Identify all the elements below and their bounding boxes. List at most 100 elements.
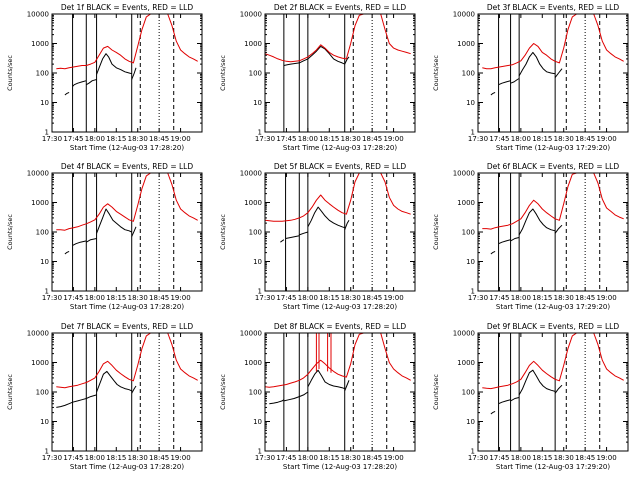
panel-title: Det 7f BLACK = Events, RED = LLD (61, 322, 194, 331)
lld-line-segment (56, 173, 198, 231)
time-markers (72, 333, 175, 451)
lld-line-segment (482, 173, 624, 230)
plot-frame (51, 332, 203, 452)
x-tick-label: 17:45 (63, 294, 83, 302)
events-line-segment (498, 399, 511, 405)
events-line-segment (299, 231, 309, 236)
y-tick-label: 1 (45, 288, 49, 296)
events-line-segment (72, 398, 87, 403)
x-axis: 17:30 17:45 18:00 18:15 18:30 18:45 19:00Start… (42, 173, 191, 311)
x-tick-label: 18:15 (532, 294, 552, 302)
y-axis: 1 10 100 1000 10000 Counts/sec (219, 330, 415, 456)
x-tick-label: 17:30 (468, 135, 488, 143)
events-line-segment (64, 250, 70, 255)
time-markers (498, 333, 601, 451)
y-tick-label: 1000 (457, 199, 475, 207)
x-tick-label: 19:00 (383, 135, 403, 143)
y-axis: 1 10 100 1000 10000 Counts/sec (219, 11, 415, 137)
lld-series (482, 173, 624, 230)
x-tick-label: 19:00 (596, 294, 616, 302)
events-series (490, 369, 563, 415)
events-line-segment (307, 369, 345, 390)
events-line-segment (285, 235, 300, 239)
y-tick-label: 10000 (27, 330, 49, 338)
y-tick-label: 10000 (27, 170, 49, 178)
lld-line-segment (265, 173, 411, 222)
x-tick-label: 18:15 (106, 135, 126, 143)
y-axis: 1 10 100 1000 10000 Counts/sec (6, 330, 202, 456)
events-line-segment (307, 206, 345, 229)
time-markers (498, 14, 601, 132)
y-tick-label: 1000 (457, 359, 475, 367)
x-tick-label: 18:15 (319, 135, 339, 143)
x-tick-label: 18:00 (298, 135, 318, 143)
y-tick-label: 10000 (453, 11, 475, 19)
y-axis-label: Counts/sec (6, 374, 14, 410)
detector-panel-3: 17:30 17:45 18:00 18:15 18:30 18:45 19:00Start… (432, 3, 629, 152)
y-axis: 1 10 100 1000 10000 Counts/sec (219, 170, 415, 296)
panel-title: Det 8f BLACK = Events, RED = LLD (274, 322, 407, 331)
events-line-segment (554, 68, 563, 78)
y-axis-label: Counts/sec (219, 374, 227, 410)
y-tick-label: 10 (466, 258, 475, 266)
x-tick-label: 18:30 (128, 294, 148, 302)
x-tick-label: 17:45 (276, 294, 296, 302)
y-tick-label: 10000 (27, 11, 49, 19)
events-line-segment (56, 401, 73, 408)
y-tick-label: 100 (36, 70, 49, 78)
events-line-segment (283, 396, 300, 402)
x-tick-label: 18:45 (149, 294, 169, 302)
events-series (64, 208, 137, 255)
plot-frame (264, 332, 416, 452)
lld-series (265, 333, 411, 388)
events-line-segment (518, 369, 556, 396)
events-line-segment (510, 237, 520, 242)
x-tick-label: 18:00 (511, 454, 531, 462)
y-tick-label: 10 (466, 418, 475, 426)
y-axis-label: Counts/sec (432, 214, 440, 250)
x-tick-label: 17:45 (63, 135, 83, 143)
x-tick-label: 18:15 (319, 294, 339, 302)
time-markers (285, 173, 388, 291)
y-tick-label: 1 (258, 448, 262, 456)
events-line-segment (72, 240, 87, 246)
detector-panel-9: 17:30 17:45 18:00 18:15 18:30 18:45 19:00Start… (432, 322, 629, 471)
y-tick-label: 10000 (453, 330, 475, 338)
x-axis: 17:30 17:45 18:00 18:15 18:30 18:45 19:00Start… (255, 14, 404, 152)
events-line-segment (490, 250, 496, 255)
x-tick-label: 18:00 (85, 135, 105, 143)
events-line-segment (490, 91, 496, 96)
y-axis-label: Counts/sec (6, 55, 14, 91)
y-axis-label: Counts/sec (219, 55, 227, 91)
x-axis-label: Start Time (12-Aug-03 17:29:20) (496, 303, 610, 311)
panel-title: Det 9f BLACK = Events, RED = LLD (487, 322, 620, 331)
y-tick-label: 10 (466, 99, 475, 107)
y-tick-label: 1000 (31, 359, 49, 367)
x-axis: 17:30 17:45 18:00 18:15 18:30 18:45 19:00Start… (255, 173, 404, 311)
x-tick-label: 17:30 (255, 135, 275, 143)
detector-panel-2: 17:30 17:45 18:00 18:15 18:30 18:45 19:00Start… (219, 3, 416, 152)
y-tick-label: 1 (258, 288, 262, 296)
y-tick-label: 1 (471, 288, 475, 296)
events-line-segment (72, 80, 87, 87)
y-tick-label: 10000 (240, 330, 262, 338)
x-tick-label: 18:45 (362, 454, 382, 462)
x-tick-label: 18:15 (319, 454, 339, 462)
events-line-segment (96, 53, 132, 75)
x-tick-label: 18:00 (85, 454, 105, 462)
events-line-segment (510, 78, 520, 84)
lld-line-segment (482, 333, 624, 390)
x-tick-label: 18:00 (511, 135, 531, 143)
y-tick-label: 10000 (240, 170, 262, 178)
y-tick-label: 1 (471, 129, 475, 137)
x-axis-label: Start Time (12-Aug-03 17:28:20) (283, 463, 397, 471)
x-tick-label: 18:00 (85, 294, 105, 302)
x-axis: 17:30 17:45 18:00 18:15 18:30 18:45 19:00Start… (255, 333, 404, 471)
events-line-segment (131, 226, 137, 237)
x-tick-label: 19:00 (383, 294, 403, 302)
y-tick-label: 10000 (453, 170, 475, 178)
x-tick-label: 17:45 (276, 454, 296, 462)
x-axis: 17:30 17:45 18:00 18:15 18:30 18:45 19:00Start… (468, 333, 617, 471)
y-tick-label: 1 (45, 129, 49, 137)
